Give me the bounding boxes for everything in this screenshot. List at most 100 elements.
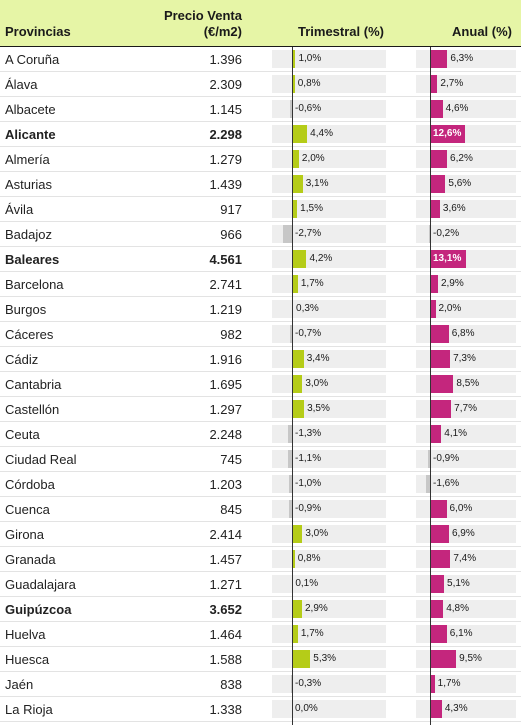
trimestral-bar: [289, 100, 292, 118]
trimestral-bar: [292, 200, 298, 218]
price-value: 845: [220, 502, 242, 517]
price-value: 1.916: [209, 352, 242, 367]
anual-value-label: 4,3%: [444, 703, 468, 714]
price-value: 3.652: [209, 602, 242, 617]
anual-track: 4,8%: [416, 600, 516, 618]
trimestral-bar: [292, 125, 308, 143]
anual-track: 6,9%: [416, 525, 516, 543]
anual-column-divider: [430, 47, 431, 725]
trimestral-value-label: -2,7%: [295, 228, 322, 239]
province-name: Córdoba: [5, 477, 55, 492]
table-row: Ávila 917 1,5% 3,6%: [0, 197, 521, 222]
table-row: Cantabria 1.695 3,0% 8,5%: [0, 372, 521, 397]
trimestral-value-label: -0,6%: [295, 103, 322, 114]
trimestral-bar: [292, 525, 303, 543]
trimestral-track: 4,2%: [272, 250, 386, 268]
table-row: A Coruña 1.396 1,0% 6,3%: [0, 47, 521, 72]
trimestral-track: -2,7%: [272, 225, 386, 243]
anual-value-label: 2,9%: [440, 278, 464, 289]
province-name: A Coruña: [5, 52, 60, 67]
trimestral-track: 4,4%: [272, 125, 386, 143]
trimestral-bar: [289, 325, 292, 343]
price-value: 982: [220, 327, 242, 342]
anual-track: 6,2%: [416, 150, 516, 168]
trimestral-value-label: -0,3%: [295, 678, 322, 689]
trimestral-track: 3,1%: [272, 175, 386, 193]
province-name: Alicante: [5, 127, 56, 142]
table-row: Ciudad Real 745 -1,1% -0,9%: [0, 447, 521, 472]
table-row: Cuenca 845 -0,9% 6,0%: [0, 497, 521, 522]
anual-track: 2,0%: [416, 300, 516, 318]
anual-value-label: 3,6%: [442, 203, 466, 214]
anual-value-label: 6,2%: [450, 153, 473, 164]
trimestral-track: 0,8%: [272, 75, 386, 93]
trimestral-track: 3,5%: [272, 400, 386, 418]
anual-bar: [427, 450, 430, 468]
trimestral-value-label: -1,1%: [295, 453, 322, 464]
province-name: Cantabria: [5, 377, 62, 392]
anual-value-label: 6,0%: [449, 503, 473, 514]
trimestral-bar: [290, 675, 292, 693]
anual-track: 4,1%: [416, 425, 516, 443]
anual-bar: [430, 700, 442, 718]
trimestral-track: 5,3%: [272, 650, 386, 668]
header-provincias: Provincias: [5, 24, 71, 39]
province-name: Baleares: [5, 252, 60, 267]
province-name: Barcelona: [5, 277, 64, 292]
anual-bar: [430, 350, 451, 368]
anual-bar: [430, 325, 449, 343]
trimestral-value-label: 5,3%: [313, 653, 337, 664]
province-name: Badajoz: [5, 227, 52, 242]
trimestral-track: 1,0%: [272, 50, 386, 68]
anual-bar: [430, 200, 440, 218]
price-value: 2.414: [209, 527, 242, 542]
price-value: 1.695: [209, 377, 242, 392]
price-value: 1.271: [209, 577, 242, 592]
price-value: 2.248: [209, 427, 242, 442]
table-row: Guadalajara 1.271 0,1% 5,1%: [0, 572, 521, 597]
trimestral-value-label: 1,0%: [298, 53, 322, 64]
table-row: Álava 2.309 0,8% 2,7%: [0, 72, 521, 97]
trimestral-bar: [292, 75, 295, 93]
trimestral-value-label: 3,0%: [305, 528, 329, 539]
table-row: Granada 1.457 0,8% 7,4%: [0, 547, 521, 572]
anual-track: 9,5%: [416, 650, 516, 668]
trimestral-track: 2,9%: [272, 600, 386, 618]
header-precio-venta: Precio Venta (€/m2): [164, 8, 242, 40]
province-name: Ciudad Real: [5, 452, 77, 467]
trimestral-track: -1,0%: [272, 475, 386, 493]
trimestral-bar: [292, 350, 304, 368]
table-row: La Rioja 1.338 0,0% 4,3%: [0, 697, 521, 722]
province-name: Álava: [5, 77, 38, 92]
anual-value-label: 7,4%: [453, 553, 477, 564]
anual-bar: [430, 575, 445, 593]
trimestral-track: 3,0%: [272, 375, 386, 393]
anual-value-label: 6,8%: [451, 328, 475, 339]
trimestral-value-label: 0,1%: [295, 578, 319, 589]
anual-track: 4,3%: [416, 700, 516, 718]
anual-value-label: 4,1%: [444, 428, 468, 439]
price-value: 1.279: [209, 152, 242, 167]
trimestral-bar: [287, 425, 292, 443]
trimestral-value-label: 0,3%: [296, 303, 319, 314]
anual-value-label: -1,6%: [433, 478, 460, 489]
table-header: Provincias Precio Venta (€/m2) Trimestra…: [0, 0, 521, 47]
anual-track: 5,6%: [416, 175, 516, 193]
anual-track: -0,2%: [416, 225, 516, 243]
table-row: Alicante 2.298 4,4% 12,6%: [0, 122, 521, 147]
province-name: Jaén: [5, 677, 34, 692]
price-value: 1.588: [209, 652, 242, 667]
trimestral-bar: [292, 625, 298, 643]
price-value: 1.297: [209, 402, 242, 417]
province-name: Granada: [5, 552, 56, 567]
anual-track: 13,1%: [416, 250, 516, 268]
trimestral-track: 1,7%: [272, 275, 386, 293]
anual-track: 2,9%: [416, 275, 516, 293]
trimestral-bar: [288, 500, 292, 518]
trimestral-track: 3,0%: [272, 525, 386, 543]
price-value: 1.457: [209, 552, 242, 567]
anual-value-label: 7,3%: [453, 353, 476, 364]
anual-bar: [430, 525, 449, 543]
anual-value-label: 9,5%: [459, 653, 482, 664]
province-name: Asturias: [5, 177, 52, 192]
